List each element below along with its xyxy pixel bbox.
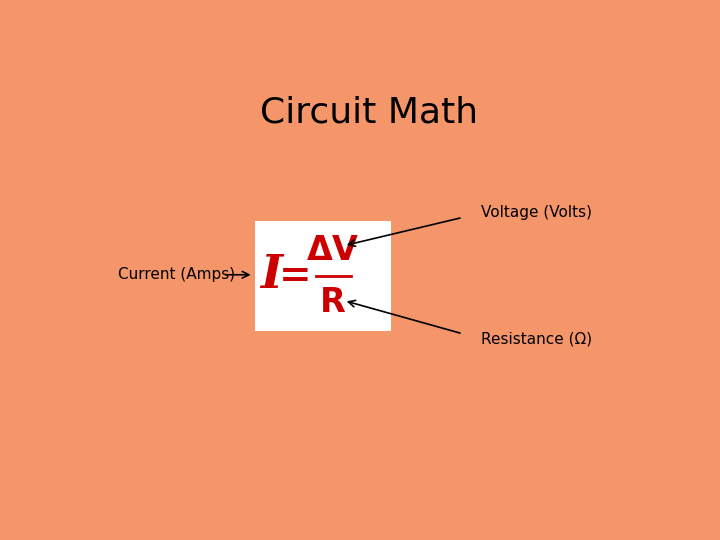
Text: =: =: [279, 256, 312, 295]
Text: Circuit Math: Circuit Math: [260, 96, 478, 130]
Text: I: I: [261, 252, 282, 298]
Text: $\bf{R}$: $\bf{R}$: [319, 287, 346, 319]
Text: Resistance (Ω): Resistance (Ω): [481, 332, 592, 347]
FancyBboxPatch shape: [255, 221, 392, 331]
Text: Current (Amps): Current (Amps): [118, 267, 235, 282]
Text: Voltage (Volts): Voltage (Volts): [481, 205, 592, 220]
Text: $\bf{\Delta V}$: $\bf{\Delta V}$: [306, 235, 359, 267]
